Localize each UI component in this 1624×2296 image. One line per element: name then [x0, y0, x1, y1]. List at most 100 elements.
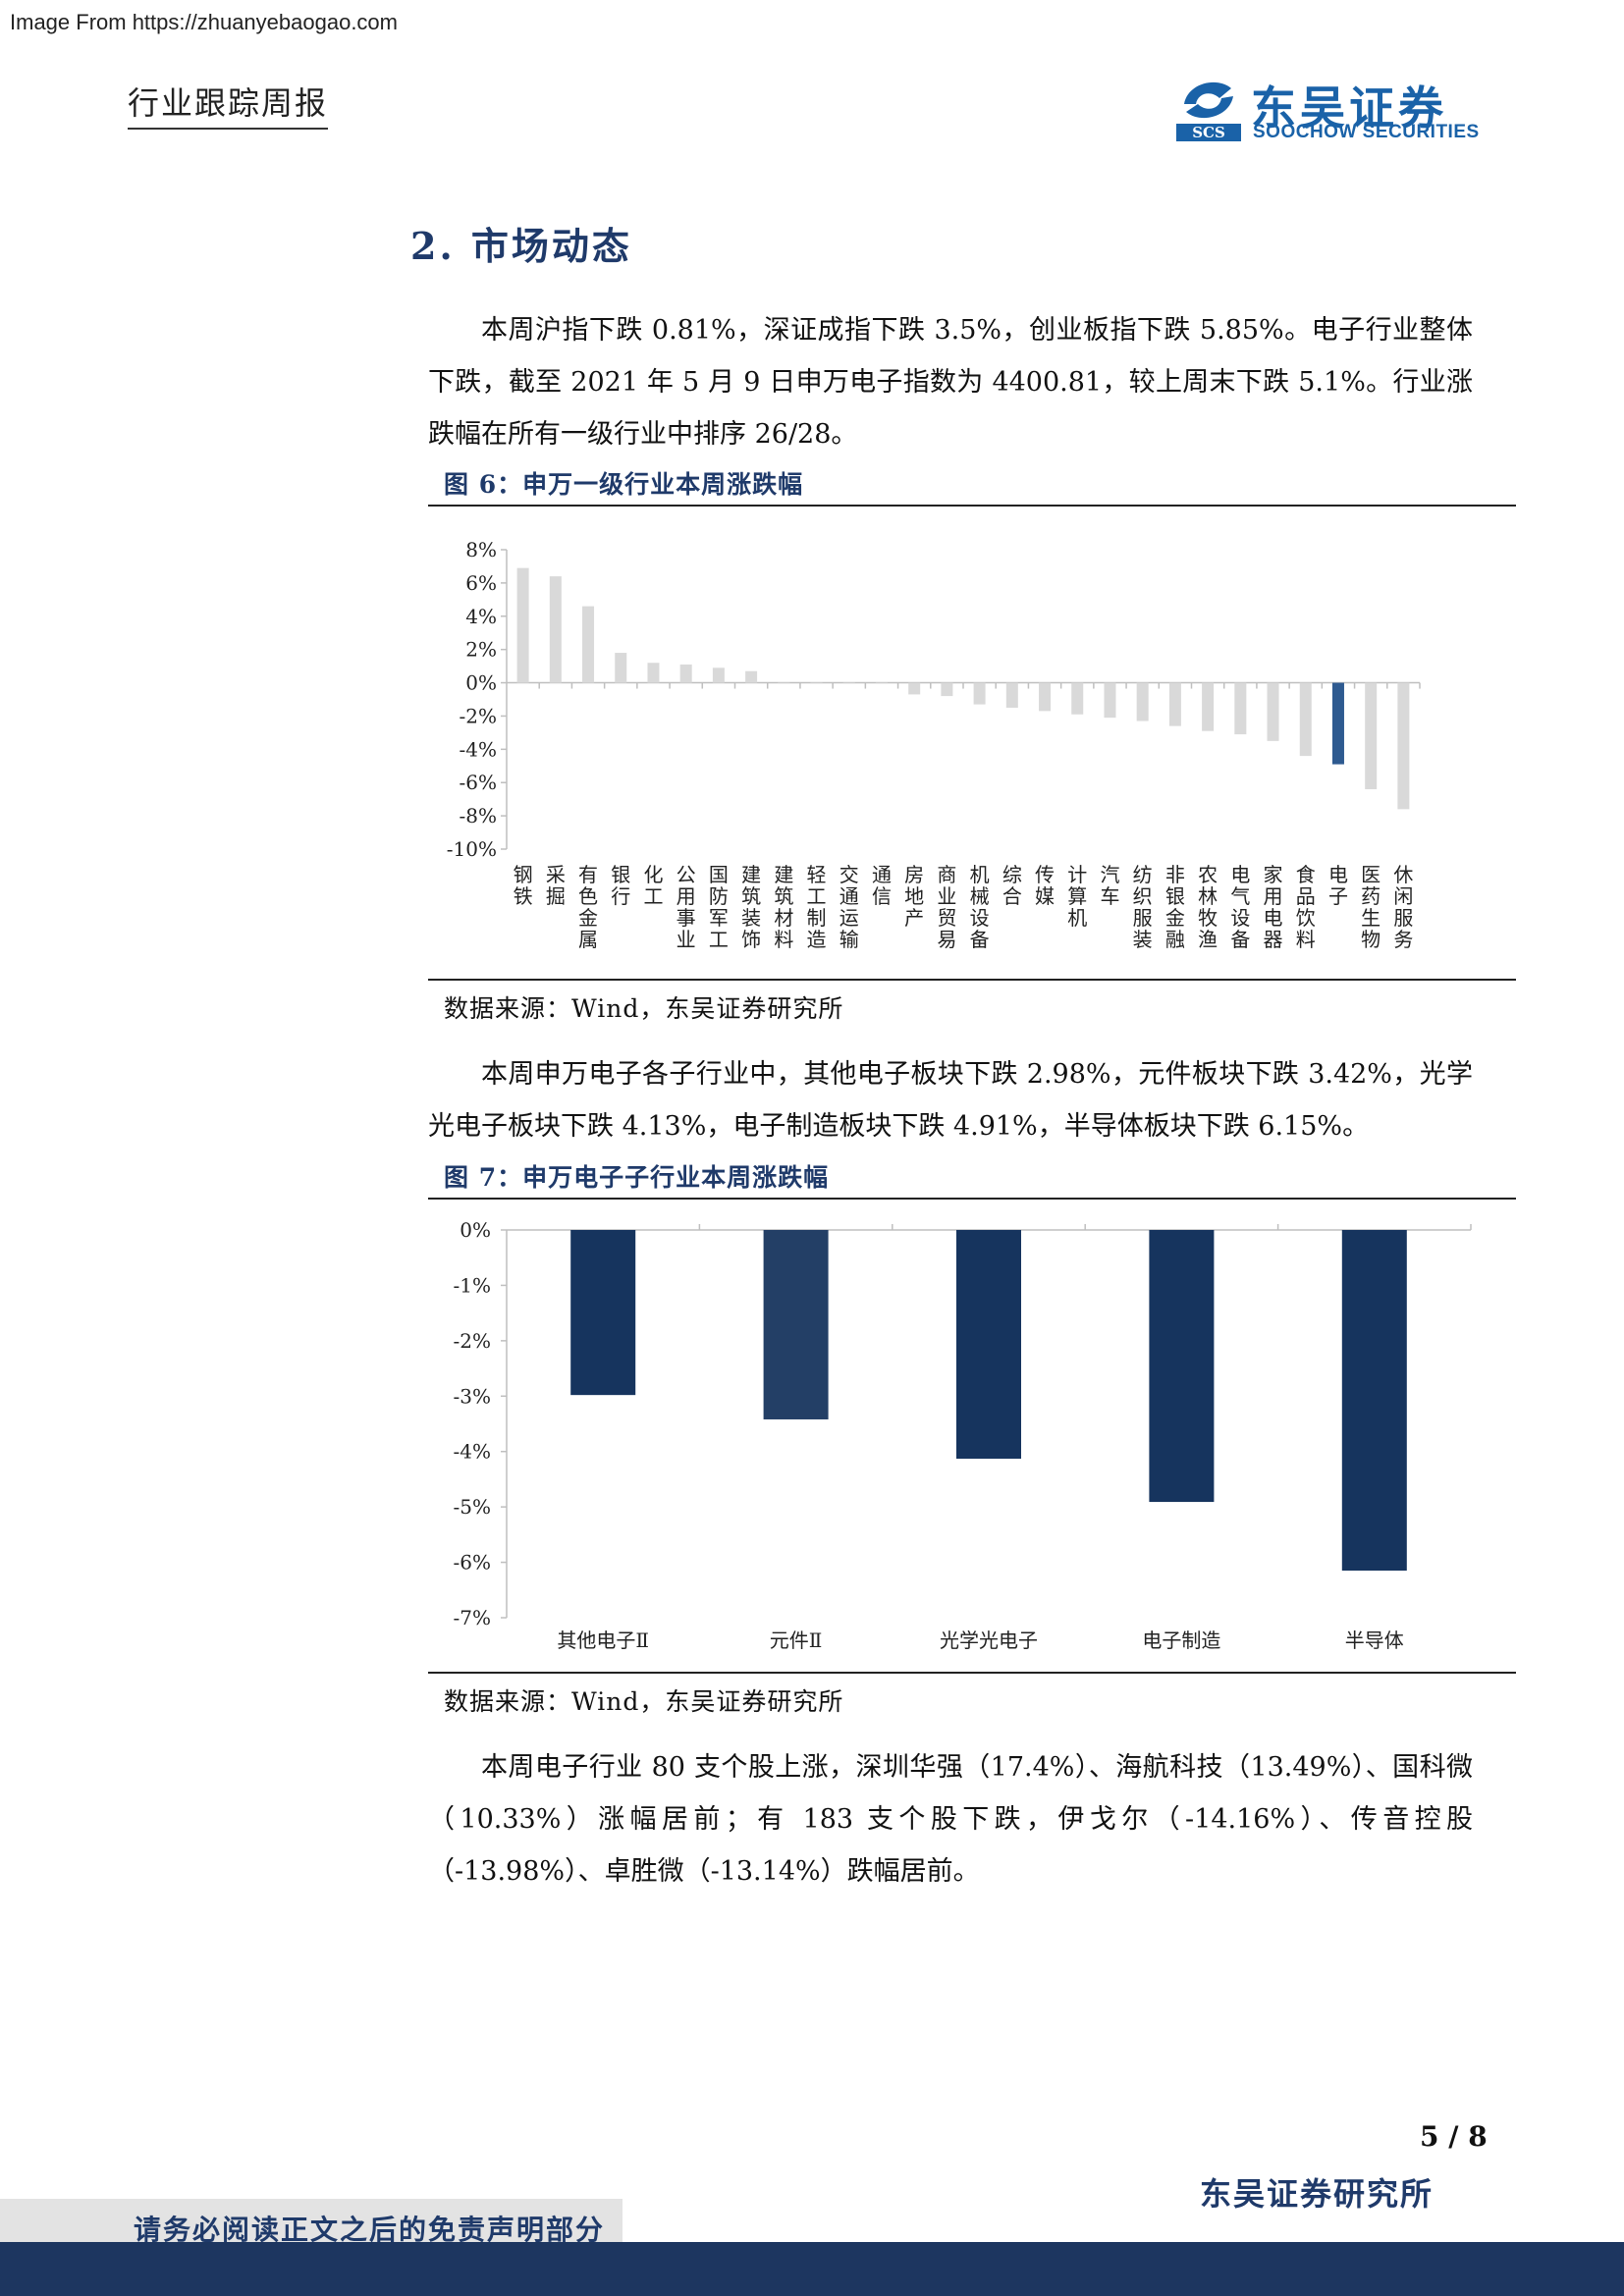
bar-银行: [615, 653, 626, 683]
figure-6-title: 图 6：申万一级行业本周涨跌幅: [444, 465, 803, 501]
bar-家用电器: [1268, 683, 1279, 741]
paragraph-subsector-summary: 本周申万电子各子行业中，其他电子板块下跌 2.98%，元件板块下跌 3.42%，…: [428, 1048, 1473, 1152]
page-number: 5 / 8: [1420, 2120, 1488, 2153]
x-category-label: 综合: [1002, 863, 1022, 908]
bar-化工: [647, 663, 659, 682]
y-tick-label: -5%: [454, 1495, 492, 1519]
x-category-label: 公用事业: [677, 863, 696, 951]
x-category-label: 电子: [1328, 863, 1348, 908]
bar-计算机: [1071, 683, 1083, 715]
bar-农林牧渔: [1202, 683, 1214, 731]
y-tick-label: -4%: [454, 1440, 492, 1464]
section-title: 2. 市场动态: [410, 216, 632, 270]
bar-纺织服装: [1137, 683, 1149, 721]
x-category-label: 计算机: [1067, 863, 1087, 930]
y-tick-label: 2%: [465, 638, 497, 662]
bar-轻工制造: [811, 683, 823, 684]
bar-公用事业: [680, 665, 692, 683]
report-type-label: 行业跟踪周报: [128, 79, 328, 130]
figure-6-source: 数据来源：Wind，东吴证券研究所: [444, 989, 843, 1025]
y-tick-label: 8%: [465, 538, 497, 561]
bar-医药生物: [1365, 683, 1377, 789]
bar-钢铁: [517, 568, 529, 683]
x-category-label: 汽车: [1100, 863, 1119, 908]
bar-元件Ⅱ: [764, 1230, 829, 1419]
bar-传媒: [1039, 683, 1051, 712]
x-category-label: 通信: [872, 863, 892, 908]
y-tick-label: 0%: [465, 671, 497, 695]
bar-非银金融: [1169, 683, 1181, 726]
x-category-label: 电子制造: [1142, 1629, 1220, 1652]
bar-有色金属: [582, 607, 594, 683]
bar-半导体: [1342, 1230, 1407, 1571]
brand-logo: SCS 东吴证券 SOOCHOW SECURITIES: [1174, 73, 1498, 151]
bar-电气设备: [1234, 683, 1246, 735]
x-category-label: 国防军工: [709, 863, 729, 951]
bar-休闲服务: [1397, 683, 1409, 810]
x-category-label: 食品饮料: [1296, 863, 1316, 951]
y-tick-label: -2%: [454, 1329, 492, 1353]
x-category-label: 医药生物: [1361, 863, 1380, 951]
x-category-label: 建筑装饰: [741, 863, 761, 951]
bar-其他电子Ⅱ: [570, 1230, 635, 1395]
x-category-label: 半导体: [1345, 1629, 1404, 1652]
x-category-label: 农林牧渔: [1198, 863, 1218, 951]
y-tick-label: -3%: [454, 1384, 492, 1408]
y-tick-label: 0%: [460, 1218, 491, 1242]
electronics-subsector-chart: 0% -1% -2% -3% -4% -5% -6% -7% 其他电子Ⅱ 元件Ⅱ 光学光电子 电子制造…: [428, 1207, 1516, 1659]
y-tick-label: -8%: [460, 804, 498, 828]
paragraph-stock-movers: 本周电子行业 80 支个股上涨，深圳华强（17.4%）、海航科技（13.49%）…: [428, 1741, 1473, 1897]
x-category-label: 非银金融: [1165, 863, 1185, 951]
x-category-label: 元件Ⅱ: [770, 1629, 823, 1652]
bar-建筑装饰: [745, 671, 757, 683]
figure-7-title: 图 7：申万电子子行业本周涨跌幅: [444, 1158, 829, 1194]
figure-6-top-rule: [428, 505, 1516, 507]
paragraph-market-summary: 本周沪指下跌 0.81%，深证成指下跌 3.5%，创业板指下跌 5.85%。电子…: [428, 304, 1473, 460]
x-category-label: 家用电器: [1264, 863, 1283, 951]
bar-光学光电子: [956, 1230, 1021, 1459]
bar-采掘: [550, 576, 562, 682]
x-category-label: 房地产: [904, 863, 924, 930]
figure-7-top-rule: [428, 1198, 1516, 1200]
x-category-label: 机械设备: [970, 863, 990, 951]
bar-机械设备: [974, 683, 986, 705]
figure-6-bottom-rule: [428, 979, 1516, 981]
logo-english-name: SOOCHOW SECURITIES: [1253, 122, 1480, 143]
x-category-label: 有色金属: [578, 863, 598, 951]
bar-通信: [876, 683, 888, 684]
x-category-label: 光学光电子: [940, 1629, 1038, 1652]
x-category-label: 建筑材料: [774, 863, 793, 951]
y-tick-label: -2%: [460, 704, 498, 727]
y-tick-label: 4%: [465, 605, 497, 628]
bar-国防军工: [713, 667, 725, 682]
x-category-label: 银行: [611, 863, 630, 908]
bar-建筑材料: [778, 683, 789, 684]
watermark: Image From https://zhuanyebaogao.com: [10, 10, 398, 35]
x-category-label: 化工: [643, 863, 663, 908]
x-category-label: 传媒: [1035, 863, 1055, 908]
bar-电子制造: [1149, 1230, 1214, 1502]
footer-bar: [0, 2242, 1624, 2296]
x-category-label: 纺织服装: [1133, 863, 1153, 951]
bar-房地产: [908, 683, 920, 695]
bar-综合: [1006, 683, 1018, 708]
x-category-label: 休闲服务: [1393, 863, 1413, 951]
x-category-label: 钢铁: [514, 863, 533, 908]
x-category-label: 电气设备: [1230, 863, 1250, 951]
industry-weekly-change-chart: 8% 6% 4% 2% 0% -2% -4% -6% -8% -10% 钢铁采掘有色金属银行化工公用…: [428, 520, 1516, 972]
logo-mark-text: SCS: [1192, 124, 1225, 141]
x-category-label: 其他电子Ⅱ: [557, 1629, 649, 1652]
bar-交通运输: [843, 683, 855, 684]
x-category-label: 采掘: [546, 863, 566, 908]
footer-institute: 东吴证券研究所: [1200, 2169, 1434, 2215]
bar-电子: [1332, 683, 1344, 765]
y-tick-label: -1%: [454, 1273, 492, 1297]
y-tick-label: -4%: [460, 737, 498, 761]
scs-logo-icon: SCS: [1174, 75, 1243, 143]
bar-汽车: [1104, 683, 1115, 719]
y-tick-label: -6%: [460, 771, 498, 794]
y-tick-label: 6%: [465, 571, 497, 595]
x-category-label: 交通运输: [839, 863, 859, 951]
x-category-label: 商业贸易: [937, 863, 956, 951]
y-tick-label: -7%: [454, 1606, 492, 1629]
